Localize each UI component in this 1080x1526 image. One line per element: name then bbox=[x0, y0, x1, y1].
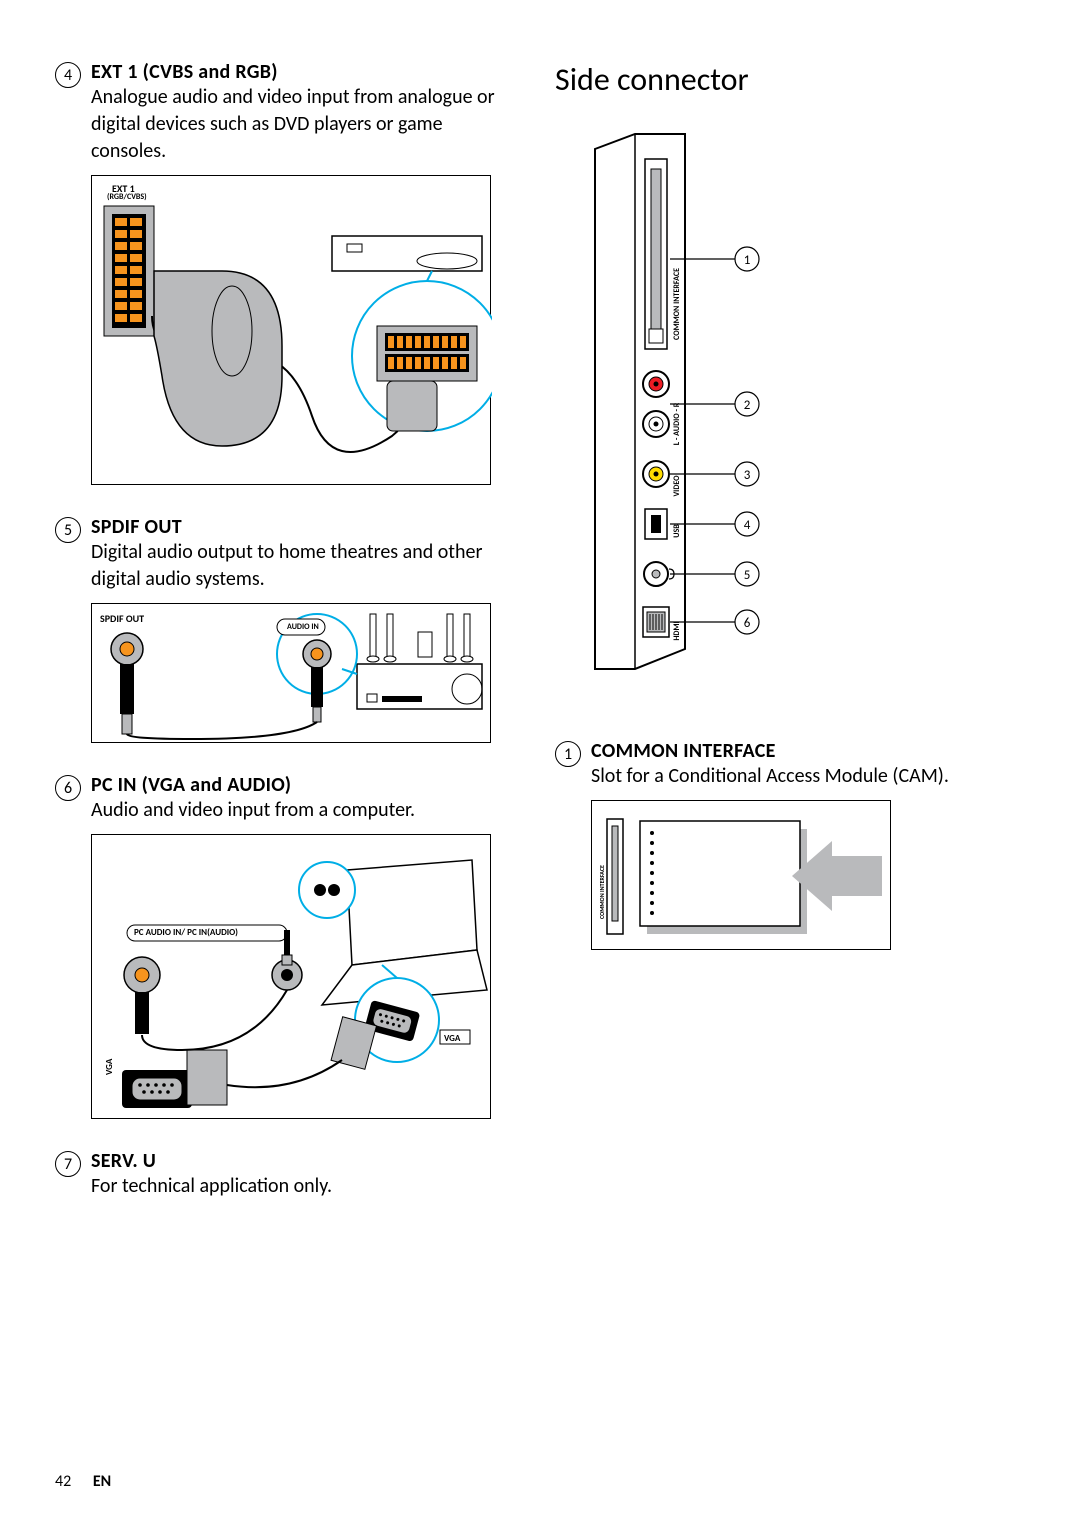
item-desc: Slot for a Conditional Access Module (CA… bbox=[591, 763, 995, 790]
item-title: SPDIF OUT bbox=[91, 515, 182, 539]
connector-item-4: 4 EXT 1 (CVBS and RGB) Analogue audio an… bbox=[55, 60, 495, 165]
page-columns: 4 EXT 1 (CVBS and RGB) Analogue audio an… bbox=[55, 60, 1025, 1206]
cam-svg: COMMON INTERFACE bbox=[592, 801, 892, 951]
item-number-6: 6 bbox=[55, 775, 81, 801]
page-footer: 42 EN bbox=[55, 1472, 111, 1491]
right-column: Side connector bbox=[555, 60, 995, 1206]
item-number-5: 5 bbox=[55, 517, 81, 543]
left-column: 4 EXT 1 (CVBS and RGB) Analogue audio an… bbox=[55, 60, 495, 1206]
item-text: COMMON INTERFACE Slot for a Conditional … bbox=[591, 739, 995, 790]
item-number-1: 1 bbox=[555, 741, 581, 767]
item-desc: Audio and video input from a computer. bbox=[91, 797, 495, 824]
svg-text:1: 1 bbox=[744, 253, 751, 268]
svg-text:VIDEO: VIDEO bbox=[672, 475, 682, 497]
connector-item-7: 7 SERV. U For technical application only… bbox=[55, 1149, 495, 1200]
item-text: SPDIF OUT Digital audio output to home t… bbox=[91, 515, 495, 593]
item-title: PC IN (VGA and AUDIO) bbox=[91, 773, 291, 797]
diagram-cam: COMMON INTERFACE bbox=[591, 800, 891, 950]
connector-item-6: 6 PC IN (VGA and AUDIO) Audio and video … bbox=[55, 773, 495, 824]
item-number-7: 7 bbox=[55, 1151, 81, 1177]
side-panel-svg: 1 2 3 4 5 6 COMMON INTERFACE L - AUDIO -… bbox=[575, 129, 855, 689]
diagram-ext1: EXT 1 (RGB/CVBS) bbox=[91, 175, 491, 485]
item-title: EXT 1 (CVBS and RGB) bbox=[91, 60, 278, 84]
svg-text:4: 4 bbox=[744, 518, 751, 533]
diagram-side-panel: 1 2 3 4 5 6 COMMON INTERFACE L - AUDIO -… bbox=[575, 129, 855, 689]
connector-item-5: 5 SPDIF OUT Digital audio output to home… bbox=[55, 515, 495, 593]
item-desc: Analogue audio and video input from anal… bbox=[91, 84, 495, 165]
svg-text:COMMON INTERFACE: COMMON INTERFACE bbox=[598, 865, 606, 919]
svg-text:HDMI: HDMI bbox=[672, 621, 682, 640]
item-text: SERV. U For technical application only. bbox=[91, 1149, 495, 1200]
item-number-4: 4 bbox=[55, 62, 81, 88]
connector-item-ci: 1 COMMON INTERFACE Slot for a Conditiona… bbox=[555, 739, 995, 790]
label-audio-in: AUDIO IN bbox=[287, 622, 319, 632]
item-title: COMMON INTERFACE bbox=[591, 739, 776, 763]
label-vga-1: VGA bbox=[444, 1033, 460, 1044]
label-vga-2: VGA bbox=[104, 1059, 115, 1075]
svg-text:2: 2 bbox=[744, 398, 751, 413]
svg-text:5: 5 bbox=[744, 568, 751, 583]
label-pc-audio: PC AUDIO IN/ PC IN(AUDIO) bbox=[134, 927, 238, 938]
svg-text:USB: USB bbox=[672, 524, 682, 538]
pcin-svg bbox=[92, 835, 492, 1120]
item-desc: For technical application only. bbox=[91, 1173, 495, 1200]
svg-text:3: 3 bbox=[744, 468, 751, 483]
ext1-svg bbox=[92, 176, 492, 486]
item-text: EXT 1 (CVBS and RGB) Analogue audio and … bbox=[91, 60, 495, 165]
diagram-pcin: PC AUDIO IN/ PC IN(AUDIO) VGA VGA bbox=[91, 834, 491, 1119]
item-title: SERV. U bbox=[91, 1149, 156, 1173]
item-desc: Digital audio output to home theatres an… bbox=[91, 539, 495, 593]
svg-text:COMMON INTERFACE: COMMON INTERFACE bbox=[672, 268, 682, 340]
side-connector-heading: Side connector bbox=[555, 60, 995, 99]
item-text: PC IN (VGA and AUDIO) Audio and video in… bbox=[91, 773, 495, 824]
diagram-spdif: SPDIF OUT bbox=[91, 603, 491, 743]
page-number: 42 bbox=[55, 1472, 71, 1491]
page-lang: EN bbox=[93, 1472, 111, 1491]
svg-text:L - AUDIO - R: L - AUDIO - R bbox=[672, 402, 682, 445]
svg-text:6: 6 bbox=[744, 616, 751, 631]
